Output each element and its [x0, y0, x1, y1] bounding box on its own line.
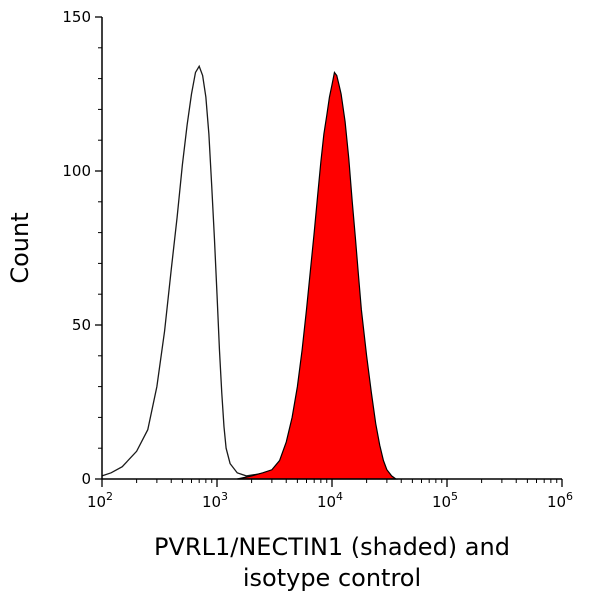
y-tick-label-150: 150 [62, 8, 91, 26]
x-tick-label-5: 105 [432, 490, 458, 511]
series-pvrl1-nectin1-area [237, 71, 398, 480]
x-axis-title-line-2: isotype control [243, 564, 421, 592]
plot-area [101, 64, 398, 480]
x-tick-label-3: 103 [202, 490, 228, 511]
y-axis-title: Count [6, 212, 34, 283]
x-tick-label-6: 106 [547, 490, 573, 511]
y-tick-label-100: 100 [62, 162, 91, 180]
x-axis-title-line-1: PVRL1/NECTIN1 (shaded) and [154, 533, 510, 561]
y-axis: 0 50 100 150 [62, 8, 103, 488]
y-tick-label-50: 50 [72, 316, 91, 334]
x-tick-label-4: 104 [317, 490, 343, 511]
y-tick-label-0: 0 [81, 470, 91, 488]
x-axis: 102 103 104 105 106 [87, 478, 573, 511]
x-tick-label-2: 102 [87, 490, 113, 511]
